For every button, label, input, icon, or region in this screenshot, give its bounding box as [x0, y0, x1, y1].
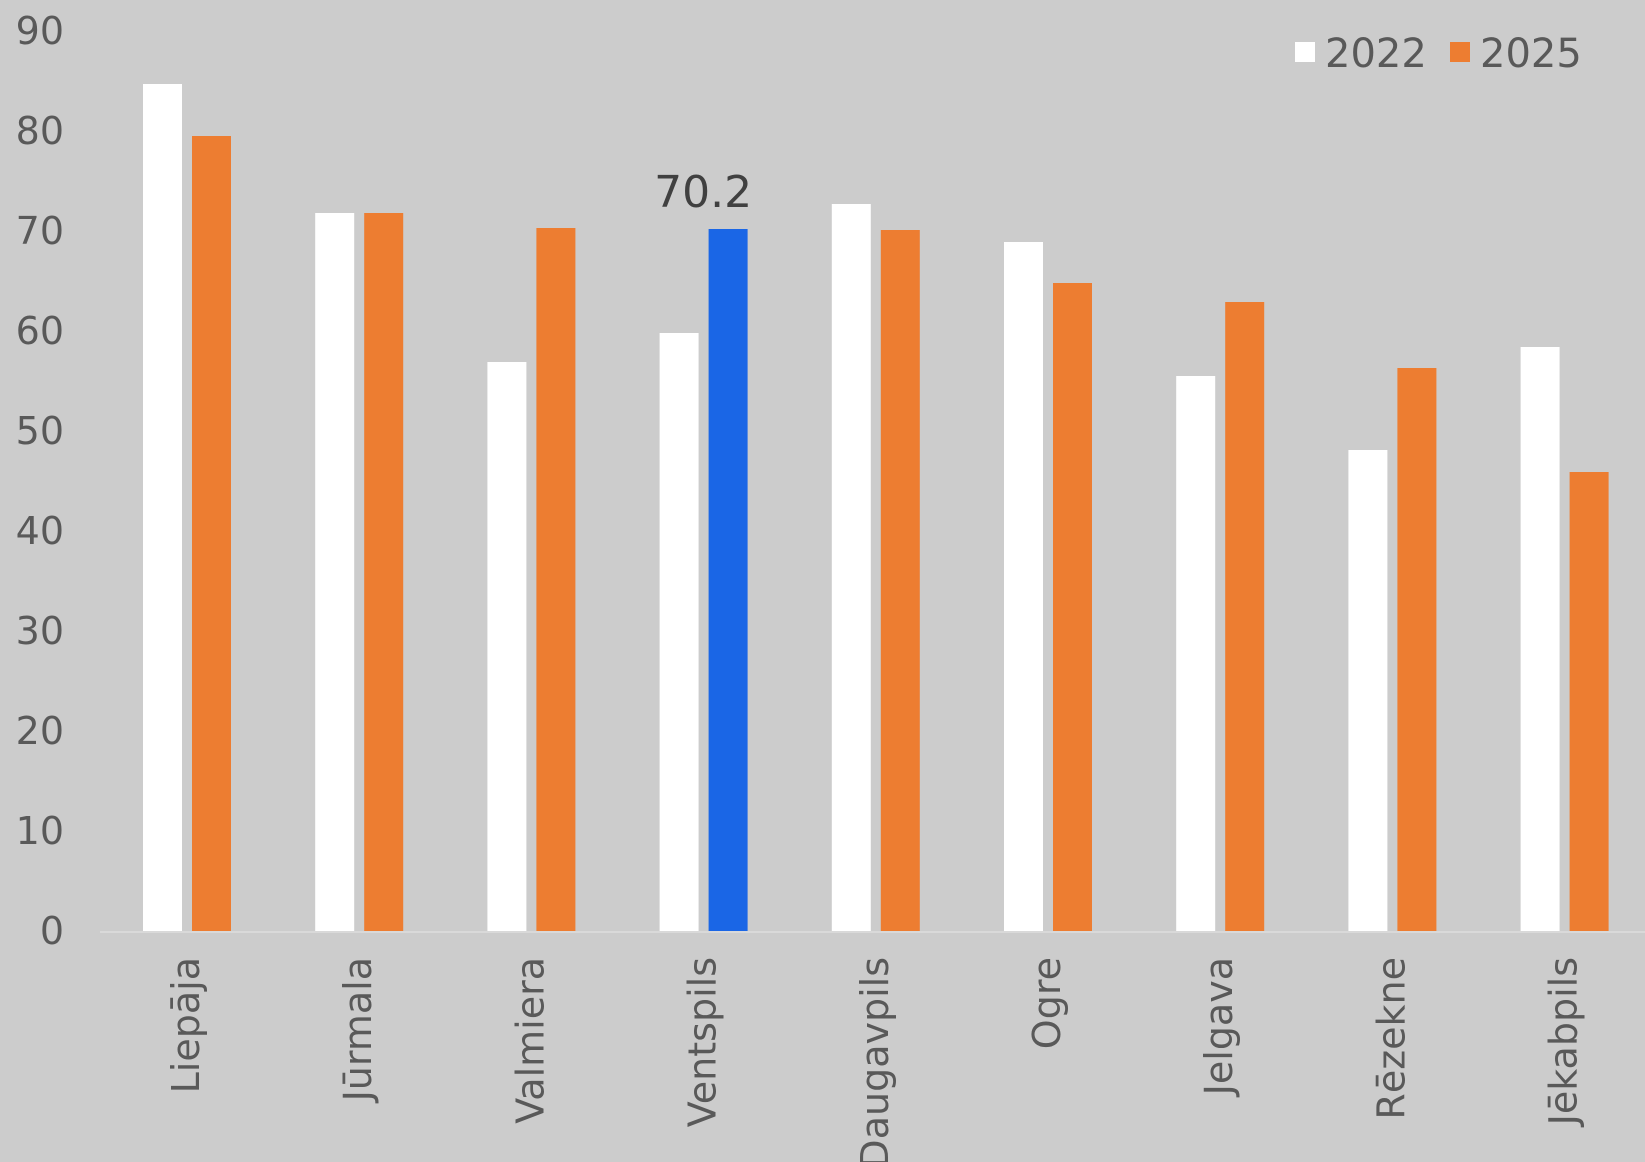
- bar-2025-6: [1225, 302, 1265, 931]
- legend-label-2022: 2022: [1325, 31, 1427, 77]
- bar-2025-4: [880, 230, 920, 931]
- bar-2025-2: [536, 228, 576, 931]
- bar-2025-1: [364, 213, 404, 931]
- bar-2022-3: [659, 333, 699, 931]
- bar-2022-4: [831, 204, 871, 931]
- bar-2022-1: [315, 213, 355, 931]
- y-axis: 0 10 20 30 40 50 60 70 80 90: [16, 9, 64, 953]
- y-tick-label: 60: [16, 309, 64, 353]
- x-tick-label: Ogre: [1025, 957, 1069, 1049]
- y-tick-label: 20: [16, 709, 64, 753]
- x-tick-label: Jelgava: [1197, 957, 1241, 1097]
- y-tick-label: 50: [16, 409, 64, 453]
- data-labels: 70.2: [654, 167, 752, 218]
- bar-2022-2: [487, 362, 527, 931]
- y-tick-label: 0: [40, 909, 64, 953]
- x-tick-label: Ventspils: [681, 957, 725, 1127]
- bars: [143, 84, 1609, 931]
- bar-2022-8: [1520, 347, 1560, 931]
- x-tick-label: Jēkabpils: [1542, 957, 1586, 1127]
- legend: 2022 2025: [1295, 31, 1582, 77]
- y-tick-label: 10: [16, 809, 64, 853]
- bar-2025-5: [1053, 283, 1092, 931]
- legend-swatch-2022: [1295, 42, 1315, 62]
- data-label-highlight: 70.2: [654, 167, 752, 218]
- y-tick-label: 80: [16, 109, 64, 153]
- bar-2022-5: [1004, 242, 1043, 931]
- x-tick-label: Liepāja: [164, 957, 208, 1093]
- x-tick-label: Daugavpils: [853, 957, 897, 1162]
- bar-2025-8: [1569, 472, 1609, 931]
- bar-2025-7: [1397, 368, 1437, 931]
- bar-2025-0: [192, 136, 231, 931]
- bar-2022-0: [143, 84, 182, 931]
- y-tick-label: 40: [16, 509, 64, 553]
- x-tick-label: Rēzekne: [1369, 957, 1413, 1120]
- y-tick-label: 30: [16, 609, 64, 653]
- x-tick-label: Jūrmala: [336, 957, 380, 1103]
- y-tick-label: 70: [16, 209, 64, 253]
- y-tick-label: 90: [16, 9, 64, 53]
- bar-2025-3: [708, 229, 748, 931]
- x-tick-label: Valmiera: [508, 957, 552, 1124]
- legend-swatch-2025: [1450, 42, 1470, 62]
- x-axis-labels: Liepāja Jūrmala Valmiera Ventspils Daugavpil…: [164, 957, 1586, 1162]
- bar-2022-6: [1176, 376, 1216, 931]
- bar-2022-7: [1348, 450, 1388, 931]
- legend-label-2025: 2025: [1480, 31, 1582, 77]
